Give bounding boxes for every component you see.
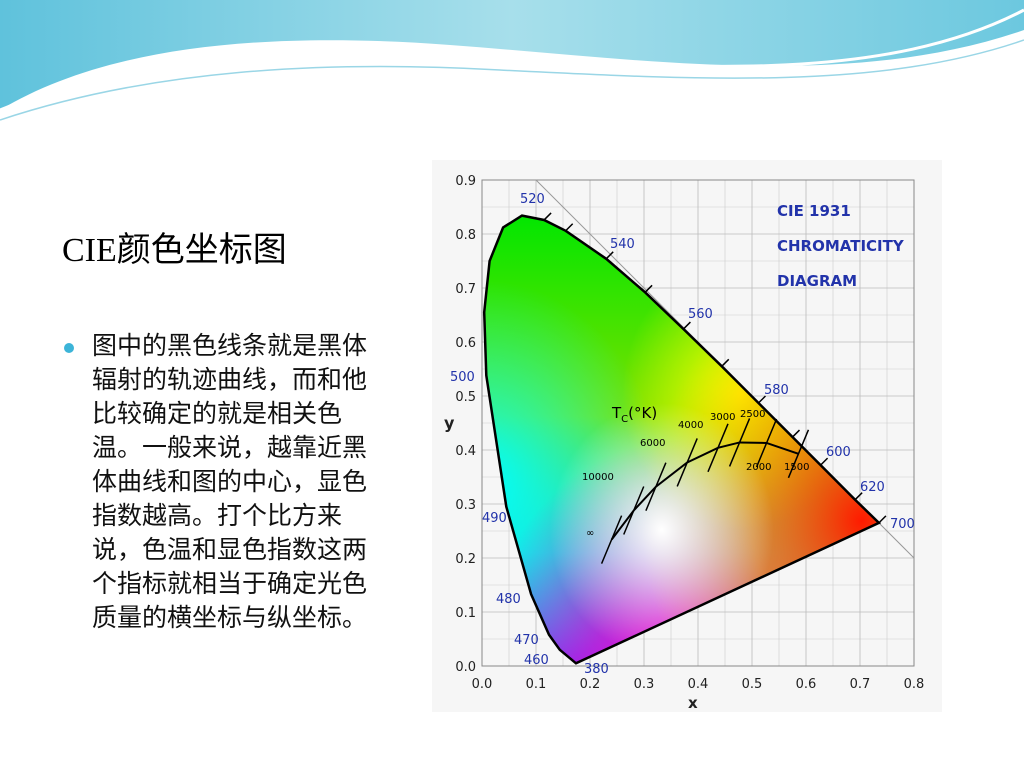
x-tick-label: 0.3 bbox=[634, 677, 655, 692]
wavelength-label: 520 bbox=[520, 192, 545, 207]
locus-tick bbox=[605, 251, 614, 260]
temperature-title-part: (°K) bbox=[628, 404, 657, 422]
x-tick-label: 0.1 bbox=[526, 677, 547, 692]
x-axis-label: x bbox=[688, 694, 698, 712]
locus-tick bbox=[682, 321, 691, 330]
wavelength-label: 700 bbox=[890, 517, 915, 532]
y-tick-label: 0.1 bbox=[455, 606, 476, 621]
locus-tick bbox=[565, 223, 574, 232]
wavelength-label: 460 bbox=[524, 653, 549, 668]
y-tick-label: 0.6 bbox=[455, 336, 476, 351]
locus-tick bbox=[878, 515, 887, 524]
slide-title: CIE颜色坐标图 bbox=[62, 232, 287, 269]
isotherm bbox=[600, 515, 623, 564]
locus-tick bbox=[854, 492, 863, 501]
wavelength-label: 600 bbox=[826, 445, 851, 460]
y-tick-label: 0.7 bbox=[455, 282, 476, 297]
temperature-label: 2500 bbox=[740, 409, 765, 420]
wave-line bbox=[0, 8, 1024, 112]
y-tick-label: 0.0 bbox=[455, 660, 476, 675]
temperature-label: 1500 bbox=[784, 462, 809, 473]
isotherm bbox=[645, 462, 667, 512]
temperature-label: ∞ bbox=[586, 528, 594, 539]
isotherm bbox=[728, 418, 751, 467]
locus-tick bbox=[721, 358, 730, 367]
x-tick-label: 0.8 bbox=[904, 677, 925, 692]
locus-tick bbox=[644, 284, 653, 293]
wavelength-label: 580 bbox=[764, 383, 789, 398]
bullet-text: 图中的黑色线条就是黑体辐射的轨迹曲线，而和他比较确定的就是相关色温。一般来说，越… bbox=[62, 330, 382, 636]
wavelength-label: 380 bbox=[584, 662, 609, 677]
temperature-label: 10000 bbox=[582, 472, 614, 483]
x-tick-label: 0.2 bbox=[580, 677, 601, 692]
wavelength-label: 490 bbox=[482, 511, 507, 526]
x-tick-label: 0.6 bbox=[796, 677, 817, 692]
locus-tick bbox=[757, 395, 767, 404]
y-tick-label: 0.8 bbox=[455, 228, 476, 243]
locus-tick bbox=[791, 429, 801, 438]
temperature-title-part: T bbox=[611, 404, 622, 422]
x-tick-label: 0.0 bbox=[472, 677, 493, 692]
locus-tick bbox=[820, 457, 829, 466]
cie-diagram: 0.0 0.1 0.2 0.3 0.4 0.5 0.6 0.7 0.8 0.0 0.1 0.2 0.3 0… bbox=[432, 160, 942, 712]
temperature-label: 3000 bbox=[710, 412, 735, 423]
y-tick-label: 0.9 bbox=[455, 174, 476, 189]
diagram-title: CHROMATICITY bbox=[777, 237, 905, 255]
planckian-locus bbox=[610, 441, 799, 541]
wavelength-label: 500 bbox=[450, 370, 475, 385]
wavelength-label: 540 bbox=[610, 237, 635, 252]
spectral-locus bbox=[482, 214, 882, 665]
isotherm bbox=[755, 418, 778, 468]
y-axis-label: y bbox=[444, 413, 455, 432]
x-tick-label: 0.4 bbox=[688, 677, 709, 692]
temperature-title-part: C bbox=[621, 414, 628, 425]
wavelength-label: 470 bbox=[514, 633, 539, 648]
top-wave bbox=[0, 0, 1024, 110]
wavelength-label: 480 bbox=[496, 592, 521, 607]
temperature-title: TC(°K) bbox=[611, 404, 657, 425]
temperature-label: 2000 bbox=[746, 462, 771, 473]
y-tick-label: 0.2 bbox=[455, 552, 476, 567]
wavelength-label: 620 bbox=[860, 480, 885, 495]
wave-line bbox=[0, 39, 1024, 121]
temperature-label: 6000 bbox=[640, 438, 665, 449]
isotherm bbox=[787, 429, 810, 479]
wavelength-label: 560 bbox=[688, 307, 713, 322]
x-tick-label: 0.7 bbox=[850, 677, 871, 692]
isotherm bbox=[623, 486, 645, 535]
isotherm bbox=[676, 438, 698, 487]
isotherm bbox=[707, 423, 729, 473]
plot-frame bbox=[481, 179, 915, 667]
x-tick-label: 0.5 bbox=[742, 677, 763, 692]
diagram-title: DIAGRAM bbox=[777, 272, 857, 290]
y-tick-label: 0.5 bbox=[455, 390, 476, 405]
temperature-label: 4000 bbox=[678, 420, 703, 431]
diagram-title: CIE 1931 bbox=[777, 202, 851, 220]
locus-tick bbox=[543, 212, 552, 221]
y-tick-label: 0.3 bbox=[455, 498, 476, 513]
y-tick-label: 0.4 bbox=[455, 444, 476, 459]
